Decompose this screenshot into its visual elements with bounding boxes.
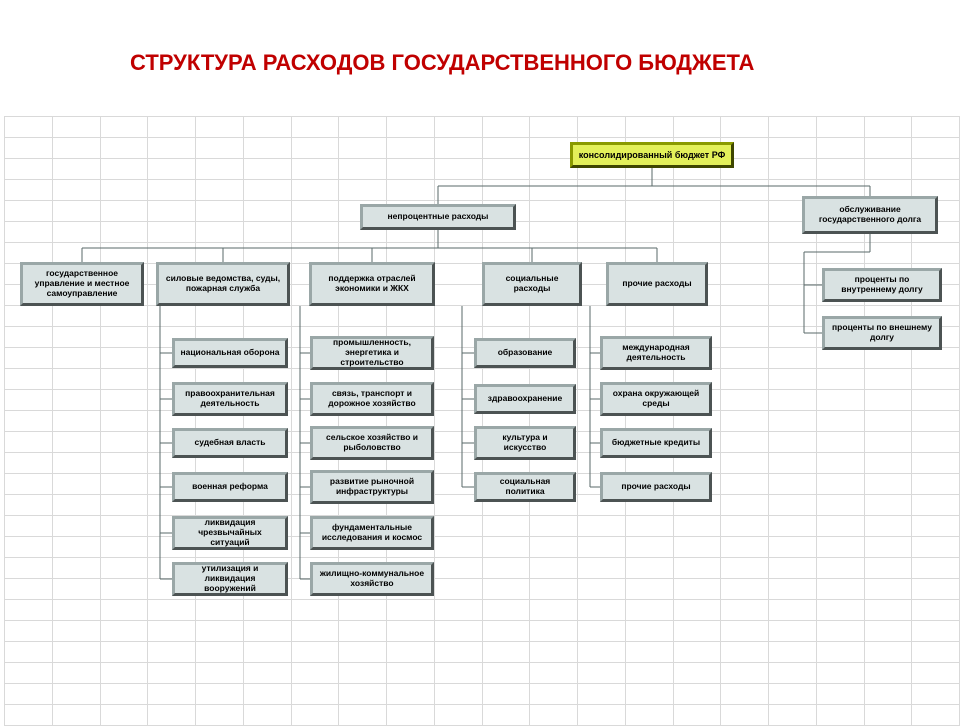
node-c5_3: бюджетные кредиты: [600, 428, 712, 458]
node-c2_4: военная реформа: [172, 472, 288, 502]
node-c3_1: промышленность, энергетика и строительст…: [310, 336, 434, 370]
node-c3_3: сельское хозяйство и рыболовство: [310, 426, 434, 460]
node-c4: социальные расходы: [482, 262, 582, 306]
node-c4_1: образование: [474, 338, 576, 368]
node-debt: обслуживание государственного долга: [802, 196, 938, 234]
node-c2_6: утилизация и ликвидация вооружений: [172, 562, 288, 596]
node-c5: прочие расходы: [606, 262, 708, 306]
node-nonpct: непроцентные расходы: [360, 204, 516, 230]
node-c2_5: ликвидация чрезвычайных ситуаций: [172, 516, 288, 550]
node-c5_1: международная деятельность: [600, 336, 712, 370]
node-c5_2: охрана окружающей среды: [600, 382, 712, 416]
node-c4_4: социальная политика: [474, 472, 576, 502]
node-c4_2: здравоохранение: [474, 384, 576, 414]
node-c5_4: прочие расходы: [600, 472, 712, 502]
node-c3_2: связь, транспорт и дорожное хозяйство: [310, 382, 434, 416]
node-d1: проценты по внутреннему долгу: [822, 268, 942, 302]
node-c3_6: жилищно-коммунальное хозяйство: [310, 562, 434, 596]
node-c3_4: развитие рыночной инфраструктуры: [310, 470, 434, 504]
node-root: консолидированный бюджет РФ: [570, 142, 734, 168]
node-c3_5: фундаментальные исследования и космос: [310, 516, 434, 550]
node-c2_3: судебная власть: [172, 428, 288, 458]
node-c2_2: правоохранительная деятельность: [172, 382, 288, 416]
node-c3: поддержка отраслей экономики и ЖКХ: [309, 262, 435, 306]
node-c4_3: культура и искусство: [474, 426, 576, 460]
node-c1: государственное управление и местное сам…: [20, 262, 144, 306]
node-d2: проценты по внешнему долгу: [822, 316, 942, 350]
node-c2: силовые ведомства, суды, пожарная служба: [156, 262, 290, 306]
node-c2_1: национальная оборона: [172, 338, 288, 368]
